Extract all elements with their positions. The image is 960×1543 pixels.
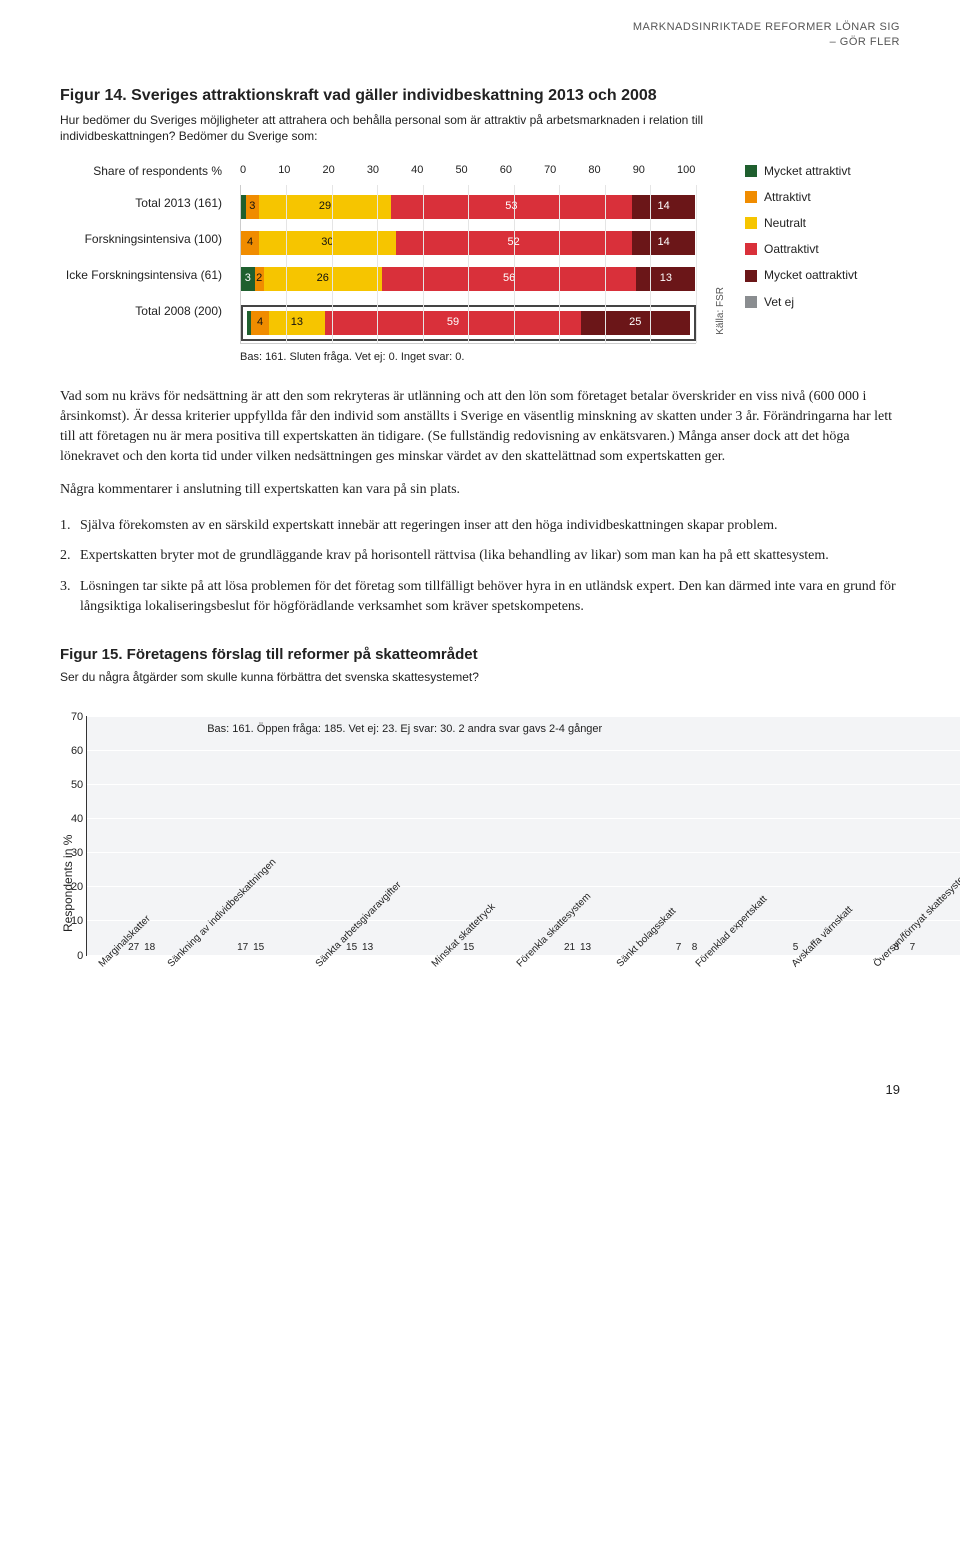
row-label: Forskningsintensiva (100) <box>60 221 222 257</box>
bar-segment: 2 <box>255 267 264 291</box>
fig14-note: Bas: 161. Sluten fråga. Vet ej: 0. Inget… <box>240 350 696 365</box>
ytick: 10 <box>61 914 83 929</box>
bar-segment: 56 <box>382 267 637 291</box>
legend-item: Mycket oattraktivt <box>745 267 900 283</box>
page-number: 19 <box>60 1081 900 1099</box>
header-line1: MARKNADSINRIKTADE REFORMER LÖNAR SIG <box>60 20 900 35</box>
body-text: Vad som nu krävs för nedsättning är att … <box>60 387 900 500</box>
bar-segment: 14 <box>632 231 696 255</box>
bar-segment: 53 <box>391 195 632 219</box>
bar-segment: 26 <box>264 267 382 291</box>
fig15-title: Figur 15. Företagens förslag till reform… <box>60 645 900 665</box>
paragraph-1: Vad som nu krävs för nedsättning är att … <box>60 387 900 468</box>
ytick: 70 <box>61 710 83 725</box>
bar-segment: 25 <box>581 311 689 335</box>
row-label: Icke Forskningsintensiva (61) <box>60 257 222 293</box>
legend-item: Vet ej <box>745 294 900 310</box>
legend-item: Neutralt <box>745 215 900 231</box>
bar-segment: 30 <box>259 231 395 255</box>
list-item-3: Lösningen tar sikte på att lösa probleme… <box>80 577 900 618</box>
ytick: 0 <box>61 949 83 964</box>
numbered-list: 1.Själva förekomsten av en särskild expe… <box>60 516 900 617</box>
bar-segment: 13 <box>269 311 325 335</box>
bar-segment: 3 <box>241 267 255 291</box>
legend-item: Attraktivt <box>745 189 900 205</box>
ytick: 40 <box>61 812 83 827</box>
fig14-subtitle: Hur bedömer du Sveriges möjligheter att … <box>60 112 780 144</box>
bar-segment: 59 <box>325 311 581 335</box>
legend-item: Mycket attraktivt <box>745 163 900 179</box>
list-item-2: Expertskatten bryter mot de grundläggand… <box>80 546 829 566</box>
bar-segment: 4 <box>241 231 259 255</box>
bar-segment: 29 <box>259 195 391 219</box>
row-label: Total 2013 (161) <box>60 185 222 221</box>
fig14-title: Figur 14. Sveriges attraktionskraft vad … <box>60 85 900 107</box>
ytick: 20 <box>61 880 83 895</box>
bar-segment: 3 <box>246 195 260 219</box>
fig14-chart: Share of respondents %Total 2013 (161)Fo… <box>60 163 900 365</box>
legend-item: Oattraktivt <box>745 241 900 257</box>
bar-segment: 4 <box>251 311 268 335</box>
fig15-chart: Respondents in % Bas: 161. Öppen fråga: … <box>60 716 900 1051</box>
row-label: Total 2008 (200) <box>60 293 222 329</box>
running-header: MARKNADSINRIKTADE REFORMER LÖNAR SIG – G… <box>60 20 900 50</box>
list-item-1: Själva förekomsten av en särskild expert… <box>80 516 777 536</box>
bar-segment: 14 <box>632 195 696 219</box>
fig15-subtitle: Ser du några åtgärder som skulle kunna f… <box>60 669 900 685</box>
ytick: 30 <box>61 846 83 861</box>
header-line2: – GÖR FLER <box>60 35 900 50</box>
ytick: 50 <box>61 778 83 793</box>
bar-segment: 13 <box>636 267 695 291</box>
fig14-source: Källa: FSR <box>714 287 728 335</box>
paragraph-2: Några kommentarer i anslutning till expe… <box>60 480 900 500</box>
ytick: 60 <box>61 744 83 759</box>
